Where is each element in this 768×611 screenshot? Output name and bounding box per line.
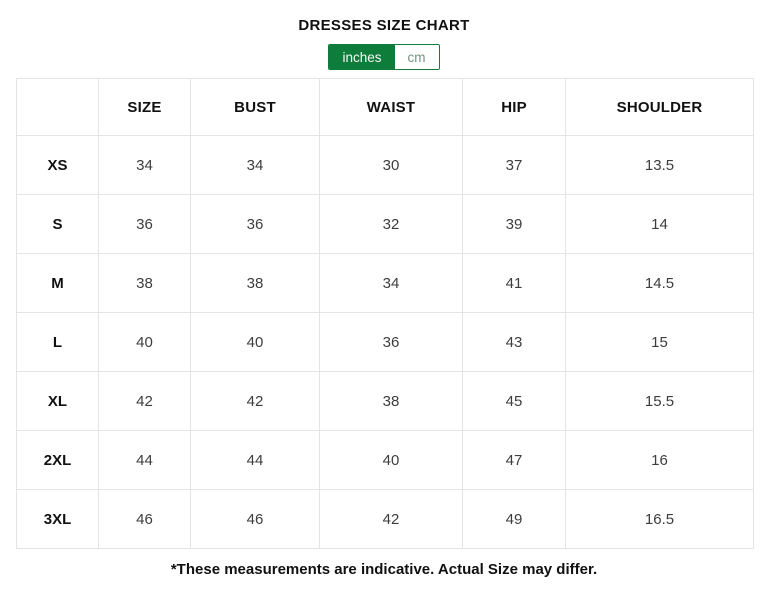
- measurement-cell: 37: [462, 135, 566, 195]
- measurement-cell: 38: [190, 253, 320, 313]
- measurement-cell: 46: [98, 489, 191, 549]
- measurement-cell: 16.5: [565, 489, 754, 549]
- measurement-cell: 30: [319, 135, 463, 195]
- measurement-cell: 16: [565, 430, 754, 490]
- measurement-cell: 34: [98, 135, 191, 195]
- table-row-s: S 36 36 32 39 14: [16, 194, 754, 254]
- measurement-cell: 45: [462, 371, 566, 431]
- measurement-cell: 47: [462, 430, 566, 490]
- header-row: SIZE BUST WAIST HIP SHOULDER: [16, 78, 754, 136]
- measurement-cell: 36: [98, 194, 191, 254]
- row-label: S: [16, 194, 99, 254]
- measurement-cell: 42: [98, 371, 191, 431]
- measurement-cell: 38: [319, 371, 463, 431]
- measurement-cell: 42: [319, 489, 463, 549]
- footnote: *These measurements are indicative. Actu…: [170, 561, 598, 578]
- header-cell-hip: HIP: [462, 78, 566, 136]
- measurement-cell: 15.5: [565, 371, 754, 431]
- toggle-inches-button[interactable]: inches: [329, 45, 395, 69]
- measurement-cell: 34: [190, 135, 320, 195]
- measurement-cell: 36: [190, 194, 320, 254]
- measurement-cell: 15: [565, 312, 754, 372]
- header-cell-shoulder: SHOULDER: [565, 78, 754, 136]
- measurement-cell: 32: [319, 194, 463, 254]
- toggle-cm-button[interactable]: cm: [394, 45, 439, 69]
- size-chart-table: SIZE BUST WAIST HIP SHOULDER XS 34 34 30…: [16, 78, 754, 549]
- row-label: XL: [16, 371, 99, 431]
- measurement-cell: 38: [98, 253, 191, 313]
- measurement-cell: 41: [462, 253, 566, 313]
- measurement-cell: 39: [462, 194, 566, 254]
- measurement-cell: 46: [190, 489, 320, 549]
- page-title: DRESSES SIZE CHART: [298, 17, 470, 34]
- header-cell-size: SIZE: [98, 78, 191, 136]
- row-label: M: [16, 253, 99, 313]
- table-row-xs: XS 34 34 30 37 13.5: [16, 135, 754, 195]
- row-label: 2XL: [16, 430, 99, 490]
- header-cell-waist: WAIST: [319, 78, 463, 136]
- table-row-3xl: 3XL 46 46 42 49 16.5: [16, 489, 754, 549]
- measurement-cell: 49: [462, 489, 566, 549]
- measurement-cell: 40: [98, 312, 191, 372]
- measurement-cell: 14: [565, 194, 754, 254]
- row-label: L: [16, 312, 99, 372]
- measurement-cell: 42: [190, 371, 320, 431]
- table-row-2xl: 2XL 44 44 40 47 16: [16, 430, 754, 490]
- measurement-cell: 43: [462, 312, 566, 372]
- measurement-cell: 40: [319, 430, 463, 490]
- measurement-cell: 36: [319, 312, 463, 372]
- header-cell-bust: BUST: [190, 78, 320, 136]
- measurement-cell: 34: [319, 253, 463, 313]
- row-label: 3XL: [16, 489, 99, 549]
- unit-toggle: inches cm: [328, 44, 440, 70]
- row-label: XS: [16, 135, 99, 195]
- measurement-cell: 44: [98, 430, 191, 490]
- table-row-l: L 40 40 36 43 15: [16, 312, 754, 372]
- header-cell-blank: [16, 78, 99, 136]
- table-row-m: M 38 38 34 41 14.5: [16, 253, 754, 313]
- measurement-cell: 13.5: [565, 135, 754, 195]
- measurement-cell: 40: [190, 312, 320, 372]
- measurement-cell: 14.5: [565, 253, 754, 313]
- unit-toggle-wrap: inches cm: [0, 44, 768, 70]
- measurement-cell: 44: [190, 430, 320, 490]
- table-row-xl: XL 42 42 38 45 15.5: [16, 371, 754, 431]
